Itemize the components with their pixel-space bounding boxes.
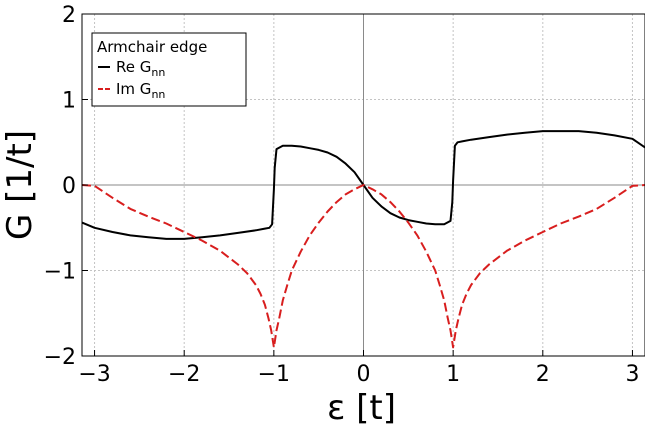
x-axis-title: ε [t] (327, 388, 396, 426)
x-tick-label: 3 (625, 362, 639, 387)
x-tick-label: −3 (78, 362, 110, 387)
legend-label-subscript: nn (151, 88, 165, 101)
legend-title: Armchair edge (97, 38, 207, 56)
legend-label-0: Re Gnn (116, 58, 165, 79)
y-tick-label: 1 (62, 89, 76, 114)
series-line-1 (81, 184, 645, 349)
x-tick-label: −1 (258, 362, 290, 387)
legend-box (91, 32, 247, 107)
legend-label-main: Re G (116, 58, 151, 76)
legend-label-1: Im Gnn (116, 80, 165, 101)
y-tick-label: −2 (44, 345, 76, 370)
legend-label-subscript: nn (151, 66, 165, 79)
y-tick-label: −1 (44, 260, 76, 285)
x-tick-label: −2 (168, 362, 200, 387)
y-tick-label: 0 (62, 174, 76, 199)
x-tick-label: 2 (536, 362, 550, 387)
x-tick-label: 1 (446, 362, 460, 387)
series-layer (81, 130, 645, 349)
y-tick-label: 2 (62, 3, 76, 28)
x-tick-label: 0 (357, 362, 371, 387)
legend-label-main: Im G (116, 80, 151, 98)
axis-ticks (82, 13, 633, 357)
y-axis-title: G [1/t] (0, 130, 40, 240)
